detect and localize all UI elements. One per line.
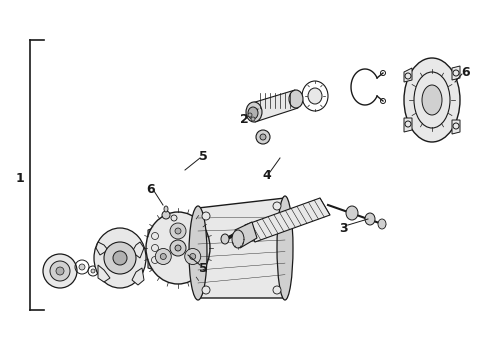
Ellipse shape [277, 196, 293, 300]
Text: 6: 6 [147, 183, 155, 195]
Ellipse shape [221, 234, 229, 244]
Ellipse shape [232, 230, 244, 248]
Circle shape [248, 113, 252, 117]
Text: 5: 5 [198, 149, 207, 162]
Polygon shape [252, 90, 298, 122]
Circle shape [151, 233, 158, 239]
Text: 6: 6 [462, 66, 470, 78]
Ellipse shape [104, 242, 136, 274]
Ellipse shape [56, 267, 64, 275]
Circle shape [175, 228, 181, 234]
Circle shape [160, 253, 166, 260]
Text: 2: 2 [240, 113, 248, 126]
Ellipse shape [365, 213, 375, 225]
Polygon shape [198, 198, 285, 298]
Ellipse shape [308, 88, 322, 104]
Ellipse shape [113, 251, 127, 265]
Ellipse shape [91, 269, 95, 273]
Ellipse shape [378, 219, 386, 229]
Text: 1: 1 [16, 171, 24, 185]
Ellipse shape [146, 212, 210, 284]
Circle shape [273, 286, 281, 294]
Circle shape [151, 244, 158, 252]
Ellipse shape [43, 254, 77, 288]
Circle shape [202, 212, 210, 220]
Ellipse shape [404, 58, 460, 142]
Ellipse shape [246, 102, 262, 122]
Ellipse shape [164, 206, 168, 212]
Ellipse shape [422, 85, 442, 115]
Polygon shape [98, 265, 110, 282]
Circle shape [170, 223, 186, 239]
Polygon shape [132, 268, 144, 285]
Circle shape [185, 248, 201, 265]
Circle shape [273, 202, 281, 210]
Text: 3: 3 [339, 221, 347, 234]
Ellipse shape [50, 261, 70, 281]
Text: 5: 5 [198, 261, 207, 274]
Polygon shape [404, 68, 412, 82]
Ellipse shape [171, 215, 177, 221]
Ellipse shape [189, 206, 207, 300]
Ellipse shape [256, 130, 270, 144]
Polygon shape [245, 198, 330, 242]
Polygon shape [452, 66, 460, 80]
Ellipse shape [289, 90, 303, 108]
Ellipse shape [94, 228, 146, 288]
Polygon shape [96, 242, 108, 255]
Ellipse shape [260, 134, 266, 140]
Ellipse shape [79, 264, 85, 270]
Ellipse shape [248, 107, 258, 119]
Polygon shape [132, 242, 144, 258]
Circle shape [175, 245, 181, 251]
Ellipse shape [346, 206, 358, 220]
Circle shape [170, 240, 186, 256]
Polygon shape [452, 120, 460, 134]
Ellipse shape [162, 211, 170, 219]
Polygon shape [235, 222, 257, 248]
Circle shape [151, 256, 158, 264]
Text: 4: 4 [263, 168, 271, 181]
Circle shape [202, 286, 210, 294]
Circle shape [190, 253, 196, 260]
Polygon shape [148, 225, 165, 272]
Polygon shape [404, 118, 412, 132]
Circle shape [155, 248, 172, 265]
Circle shape [251, 117, 255, 121]
